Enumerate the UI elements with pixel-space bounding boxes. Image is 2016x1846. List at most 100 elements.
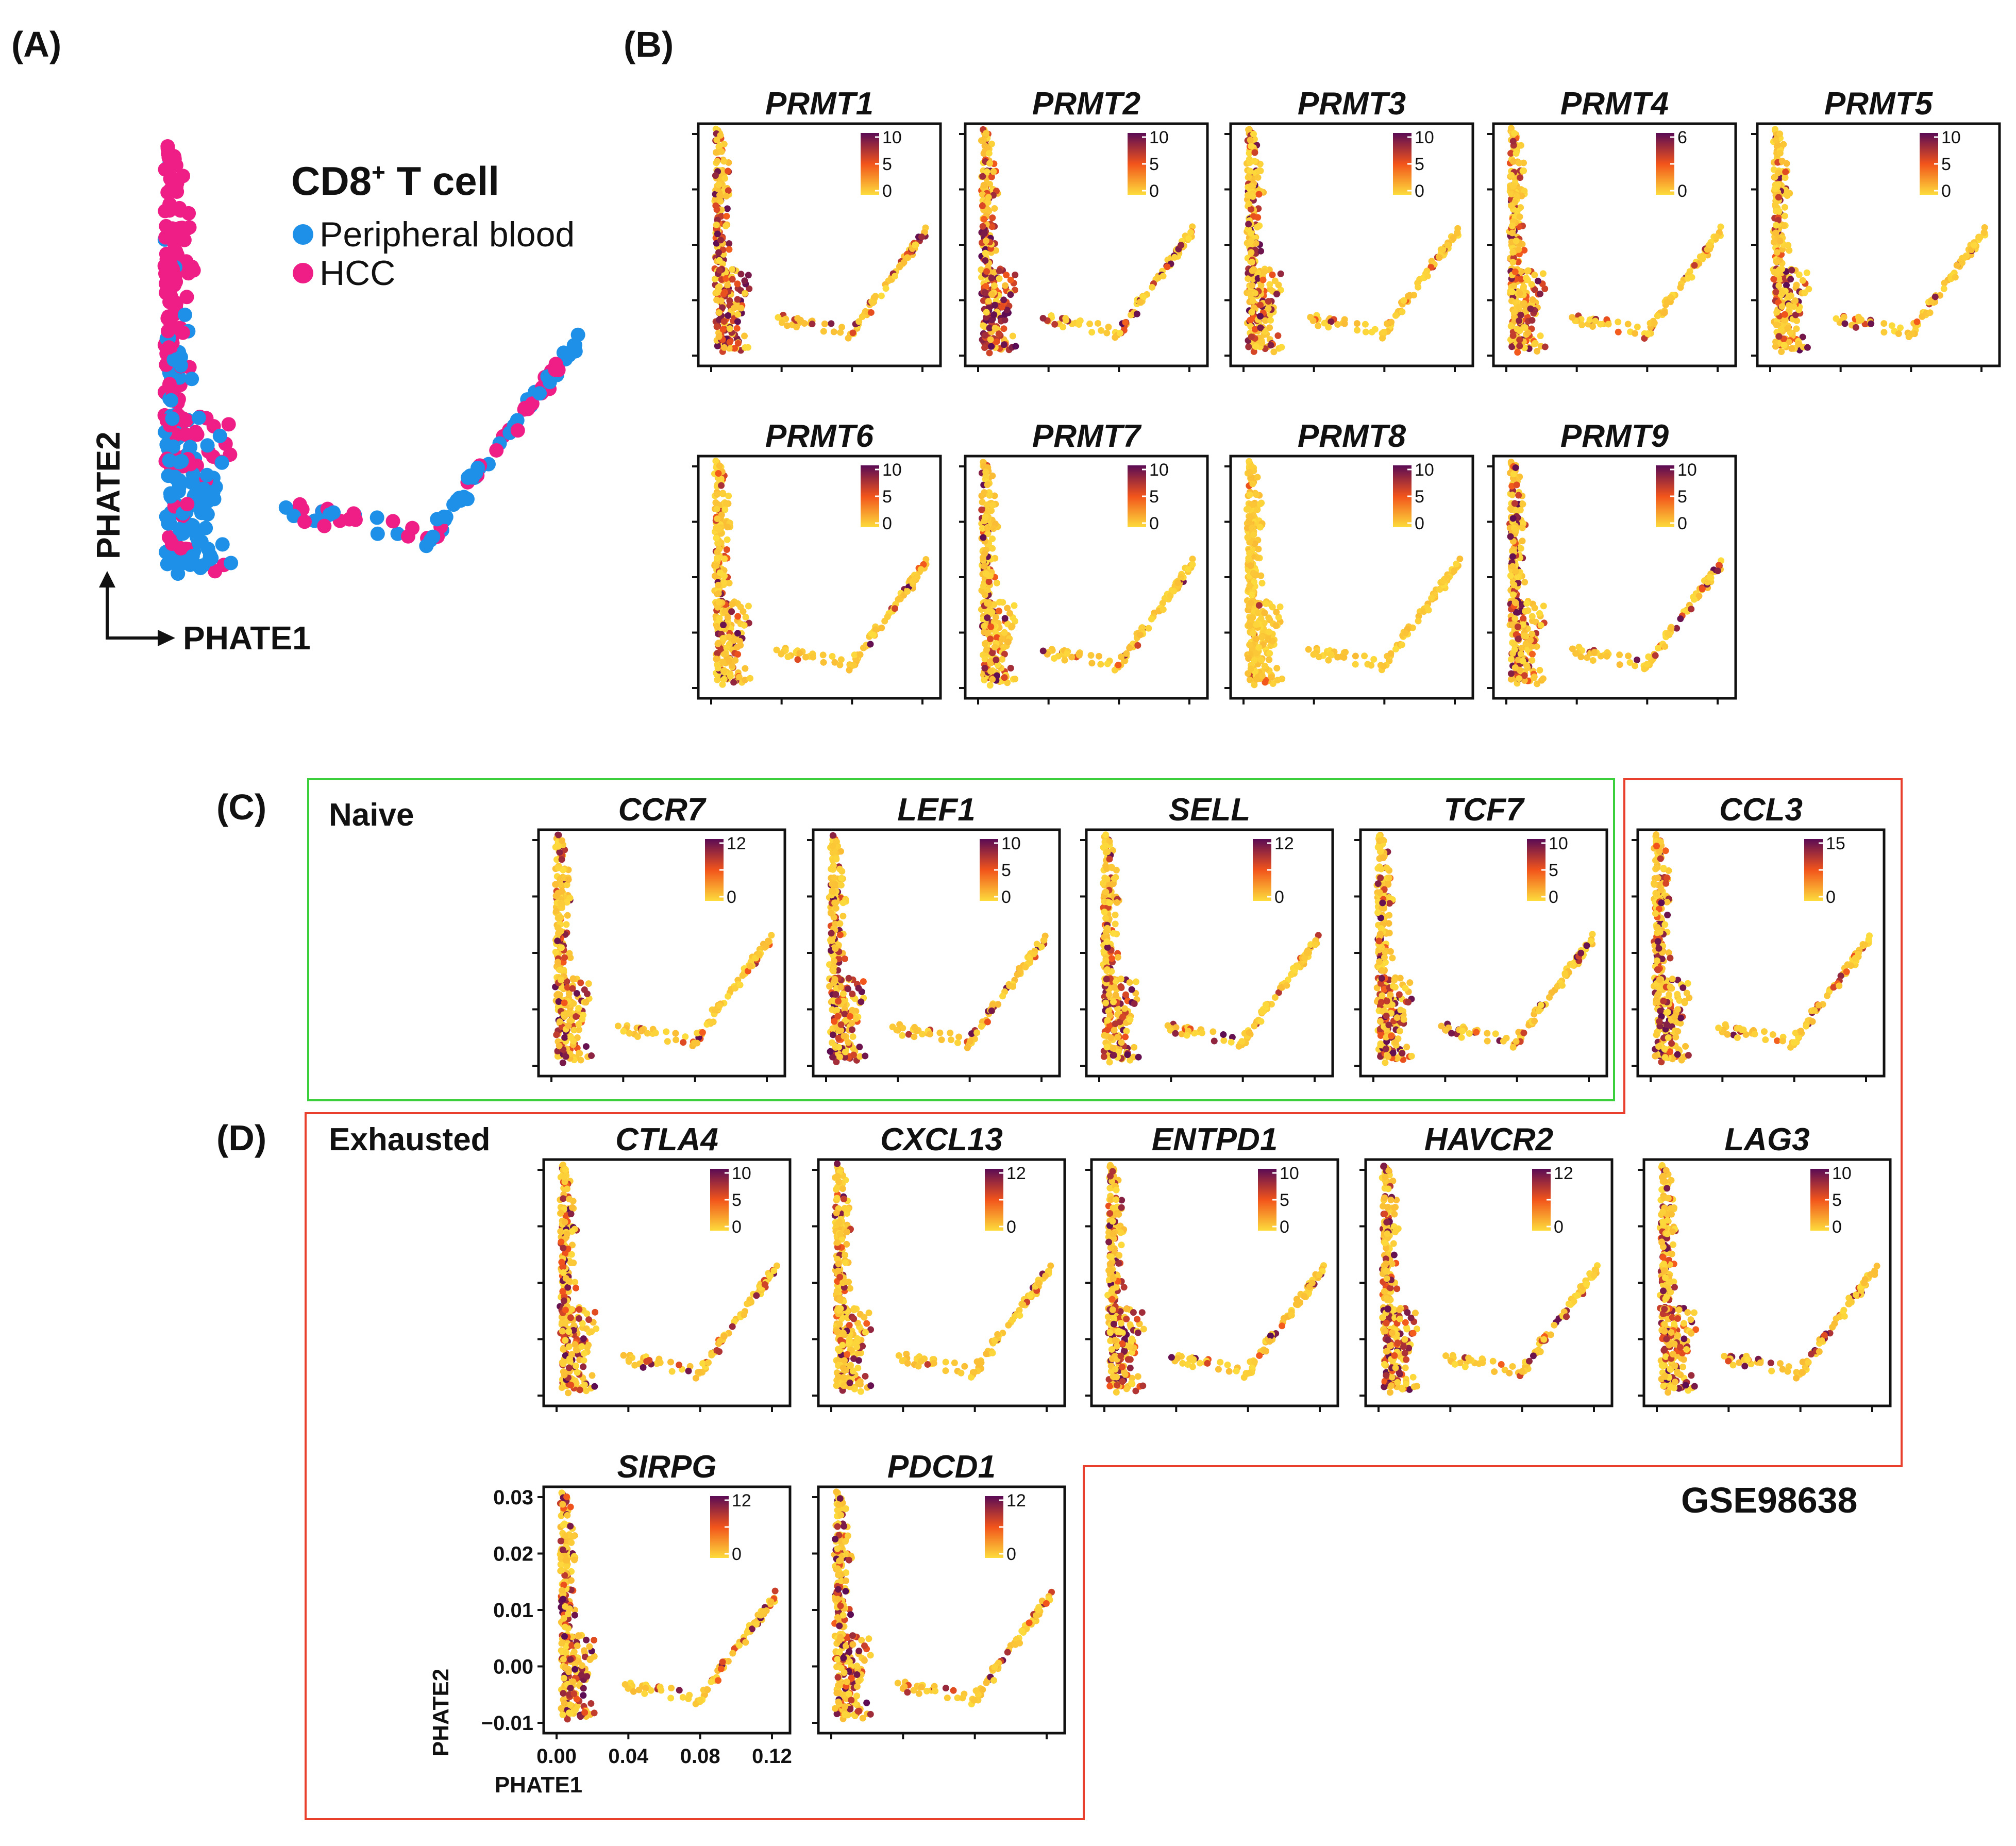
- expression-point: [1508, 202, 1515, 209]
- expression-point: [984, 481, 991, 489]
- tissue-point: [179, 290, 194, 305]
- expression-point: [1254, 174, 1262, 181]
- expression-point: [1246, 149, 1253, 157]
- expression-point: [985, 578, 993, 585]
- expression-point: [1781, 212, 1788, 220]
- expression-point: [1246, 641, 1253, 648]
- expression-point: [1022, 963, 1029, 970]
- expression-point: [1852, 324, 1859, 331]
- expression-point: [1352, 652, 1359, 660]
- expression-point: [1252, 343, 1259, 350]
- expression-point: [714, 664, 721, 672]
- expression-point: [839, 990, 847, 997]
- expression-point: [720, 667, 727, 675]
- expression-point: [716, 462, 723, 469]
- expression-point: [713, 562, 720, 569]
- expression-point: [1775, 267, 1782, 274]
- expression-point: [699, 1029, 706, 1036]
- tissue-point: [163, 489, 178, 504]
- expression-point: [1510, 158, 1517, 165]
- expression-point: [1001, 629, 1008, 636]
- expression-point: [973, 1029, 981, 1036]
- expression-point: [904, 588, 911, 595]
- expression-point: [1086, 320, 1094, 327]
- colorbar-tick-label: 5: [1415, 487, 1424, 507]
- expression-point: [917, 566, 925, 573]
- expression-point: [1076, 321, 1083, 328]
- expression-point: [1513, 481, 1520, 489]
- expression-point: [1511, 308, 1518, 315]
- y-axis-label: PHATE2: [90, 431, 127, 559]
- expression-point: [982, 283, 989, 290]
- expression-point: [1515, 492, 1522, 499]
- expression-point: [1775, 282, 1783, 289]
- expression-point: [1247, 562, 1254, 569]
- expression-point: [831, 976, 838, 983]
- expression-point: [1786, 247, 1793, 254]
- expression-point: [1926, 309, 1934, 316]
- expression-point: [1521, 632, 1528, 640]
- expression-point: [1148, 615, 1155, 623]
- expression-point: [1250, 130, 1257, 138]
- expression-point: [1517, 650, 1524, 658]
- colorbar-tick-label: 0: [1677, 181, 1687, 201]
- expression-point: [1536, 610, 1543, 617]
- expression-point: [1248, 142, 1255, 149]
- expression-point: [991, 644, 998, 651]
- expression-point: [1706, 241, 1713, 248]
- expression-point: [1000, 296, 1007, 304]
- expression-point: [1126, 979, 1133, 986]
- expression-point: [869, 299, 876, 307]
- expression-point: [1247, 514, 1254, 521]
- expression-point: [1895, 330, 1902, 337]
- expression-point: [714, 676, 721, 683]
- colorbar-tick-label: 0: [1001, 887, 1011, 907]
- expression-point: [673, 1036, 680, 1044]
- expression-point: [741, 622, 748, 629]
- expression-point: [1510, 581, 1518, 589]
- expression-point: [1531, 605, 1538, 612]
- expression-point: [1777, 326, 1785, 333]
- expression-point: [715, 309, 723, 316]
- expression-point: [979, 554, 986, 561]
- expression-point: [1315, 322, 1322, 329]
- expression-point: [742, 665, 749, 672]
- expression-point: [1677, 615, 1684, 623]
- expression-point: [1246, 469, 1253, 476]
- expression-point: [832, 991, 839, 998]
- expression-point: [730, 305, 737, 312]
- expression-point: [835, 998, 842, 1005]
- expression-point: [1771, 173, 1778, 180]
- expression-point: [1254, 506, 1261, 513]
- tissue-point: [162, 162, 177, 177]
- expression-point: [1258, 634, 1266, 641]
- expression-point: [1087, 652, 1095, 659]
- expression-point: [1880, 329, 1888, 336]
- expression-point: [809, 321, 816, 328]
- expression-point: [731, 345, 738, 352]
- tissue-point: [161, 340, 176, 355]
- expression-point: [1328, 651, 1335, 658]
- expression-point: [763, 943, 770, 950]
- expression-point: [899, 1032, 906, 1039]
- expression-point: [981, 289, 988, 296]
- expression-point: [1856, 317, 1863, 324]
- expression-point: [729, 276, 736, 283]
- expression-point: [966, 1038, 973, 1045]
- expression-point: [1277, 270, 1284, 277]
- tissue-point: [200, 438, 215, 453]
- expression-point: [911, 1033, 918, 1041]
- expression-point: [858, 998, 865, 1005]
- expression-point: [852, 1015, 860, 1022]
- expression-point: [713, 323, 720, 330]
- expression-point: [1138, 625, 1146, 632]
- expression-point: [720, 344, 728, 351]
- expression-point: [1508, 288, 1516, 295]
- naive-label: Naive: [329, 797, 414, 833]
- expression-point: [856, 651, 864, 658]
- expression-point: [1189, 223, 1196, 230]
- expression-point: [1521, 579, 1528, 586]
- expression-point: [713, 149, 720, 156]
- expression-point: [1325, 657, 1332, 664]
- expression-point: [717, 198, 724, 205]
